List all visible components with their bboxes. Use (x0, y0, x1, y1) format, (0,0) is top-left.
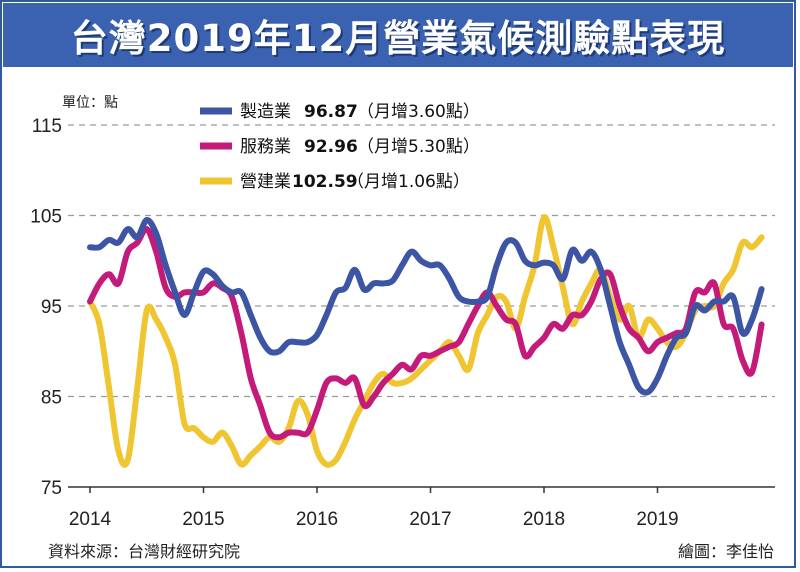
gridlines (68, 124, 775, 398)
series-lines (87, 214, 765, 468)
chart-title: 台灣2019年12月營業氣候測驗點表現 (70, 17, 726, 60)
unit-label: 單位：點 (62, 95, 118, 111)
series-line-services (87, 226, 765, 441)
x-tick-label: 2018 (523, 509, 565, 530)
legend-series-value: 92.96 (304, 137, 358, 157)
credit-note: 繪圖：李佳怡 (677, 542, 774, 561)
y-tick-label: 75 (41, 478, 62, 499)
y-tick-label: 95 (41, 297, 62, 318)
axes: 75 85 95 105 115 2014 2015 2016 2017 2018 2019 (30, 116, 775, 530)
x-tick-label: 2019 (636, 509, 678, 530)
source-note: 資料來源：台灣財經研究院 (48, 542, 241, 561)
series-line-construction (87, 214, 765, 468)
x-tick-label: 2015 (182, 509, 224, 530)
legend-series-note: （月增3.60點） (357, 102, 480, 122)
x-tick-label: 2017 (409, 509, 451, 530)
title-bar: 台灣2019年12月營業氣候測驗點表現 (3, 3, 793, 67)
legend: 製造業 96.87 （月增3.60點） 服務業 92.96 （月增5.30點） 營建業 102… (200, 102, 480, 192)
legend-series-name: 服務業 (240, 137, 291, 157)
series-line-manufacturing (87, 217, 765, 396)
y-tick-label: 105 (30, 207, 62, 228)
x-tick-label: 2016 (296, 509, 338, 530)
legend-series-name: 製造業 (240, 102, 291, 122)
y-tick-label: 85 (41, 388, 62, 409)
x-tick-label: 2014 (69, 509, 112, 530)
legend-series-note: （月增5.30點） (357, 137, 480, 157)
legend-series-value: 96.87 (304, 102, 358, 122)
y-tick-label: 115 (32, 116, 62, 137)
legend-series-name: 營建業 (240, 172, 291, 192)
legend-series-note: （月增1.06點） (347, 172, 470, 192)
legend-series-value: 102.59 (292, 172, 358, 192)
